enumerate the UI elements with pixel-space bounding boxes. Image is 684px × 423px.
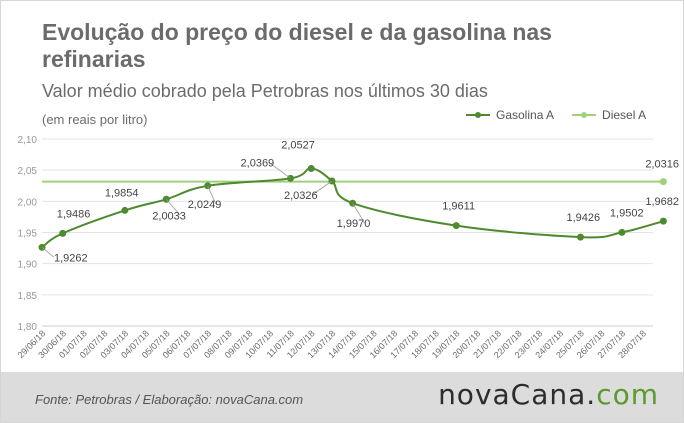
line-chart: 1,801,851,901,952,002,052,1029/06/1830/0… (16, 135, 679, 360)
data-label-leader (165, 199, 181, 216)
y-tick-label: 2,10 (18, 135, 38, 146)
legend-swatch-diesel (572, 110, 597, 120)
source-note: Fonte: Petrobras / Elaboração: novaCana.… (35, 392, 304, 407)
footer: Fonte: Petrobras / Elaboração: novaCana.… (1, 372, 683, 422)
gasolina-data-point (307, 164, 315, 172)
gasolina-data-label: 1,9854 (105, 187, 139, 199)
logo-suffix-text: com (596, 378, 659, 411)
novacana-logo: novaCana.com (438, 378, 659, 411)
data-label-leader (207, 185, 217, 204)
y-tick-label: 1,90 (18, 260, 38, 271)
logo-main-text: novaCana. (438, 378, 597, 411)
y-tick-label: 1,95 (18, 229, 38, 240)
gasolina-data-label: 2,0326 (284, 190, 318, 202)
data-label-leader (41, 247, 55, 258)
gasolina-data-label: 2,0033 (152, 210, 186, 222)
data-label-leader (352, 202, 366, 224)
legend-item-diesel: Diesel A (572, 108, 646, 122)
y-tick-label: 2,05 (18, 166, 38, 177)
gasolina-data-label: 1,9262 (54, 252, 88, 264)
gasolina-data-point (59, 229, 67, 237)
gasolina-data-label: 1,9611 (442, 201, 475, 213)
chart-title: Evolução do preço do diesel e da gasolin… (42, 19, 552, 72)
gasolina-data-label: 1,9970 (337, 218, 371, 230)
unit-note: (em reais por litro) (42, 112, 148, 127)
legend-swatch-gasolina (466, 110, 490, 120)
y-tick-label: 1,85 (18, 291, 38, 302)
diesel-data-point (659, 178, 667, 186)
legend-item-gasolina: Gasolina A (466, 108, 554, 122)
legend-label-diesel: Diesel A (602, 108, 647, 122)
gasolina-data-label: 1,9426 (567, 212, 601, 224)
gasolina-data-label: 1,9486 (57, 208, 91, 220)
y-tick-label: 1,80 (18, 322, 38, 333)
gasolina-data-label: 1,9502 (610, 207, 644, 219)
gasolina-data-point (452, 222, 460, 230)
legend: Gasolina A Diesel A (466, 108, 646, 122)
legend-label-gasolina: Gasolina A (496, 108, 555, 122)
y-tick-label: 2,00 (18, 197, 38, 208)
data-label-leader (311, 180, 333, 196)
gasolina-data-point (618, 228, 626, 236)
diesel-data-label: 2,0316 (645, 159, 679, 171)
data-label-leader (268, 162, 291, 179)
gasolina-data-label: 1,9682 (645, 196, 679, 208)
chart-subtitle: Valor médio cobrado pela Petrobras nos ú… (42, 81, 488, 101)
gasolina-data-label: 2,0249 (188, 199, 222, 211)
gasolina-data-label: 2,0527 (281, 139, 315, 151)
gasolina-data-label: 2,0369 (241, 157, 275, 169)
gasolina-data-point (659, 217, 667, 225)
gasolina-data-point (121, 206, 129, 214)
gasolina-series-line (41, 167, 664, 249)
gasolina-data-point (577, 233, 585, 241)
